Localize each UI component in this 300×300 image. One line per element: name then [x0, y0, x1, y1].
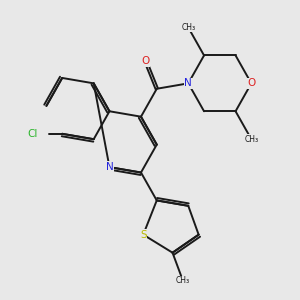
Text: O: O	[141, 56, 150, 66]
Text: O: O	[247, 78, 256, 88]
Text: CH₃: CH₃	[181, 23, 195, 32]
Text: Cl: Cl	[28, 129, 38, 139]
Text: CH₃: CH₃	[176, 276, 190, 285]
Text: S: S	[140, 230, 147, 240]
Text: N: N	[106, 162, 113, 172]
Text: CH₃: CH₃	[244, 135, 258, 144]
Text: N: N	[184, 78, 192, 88]
